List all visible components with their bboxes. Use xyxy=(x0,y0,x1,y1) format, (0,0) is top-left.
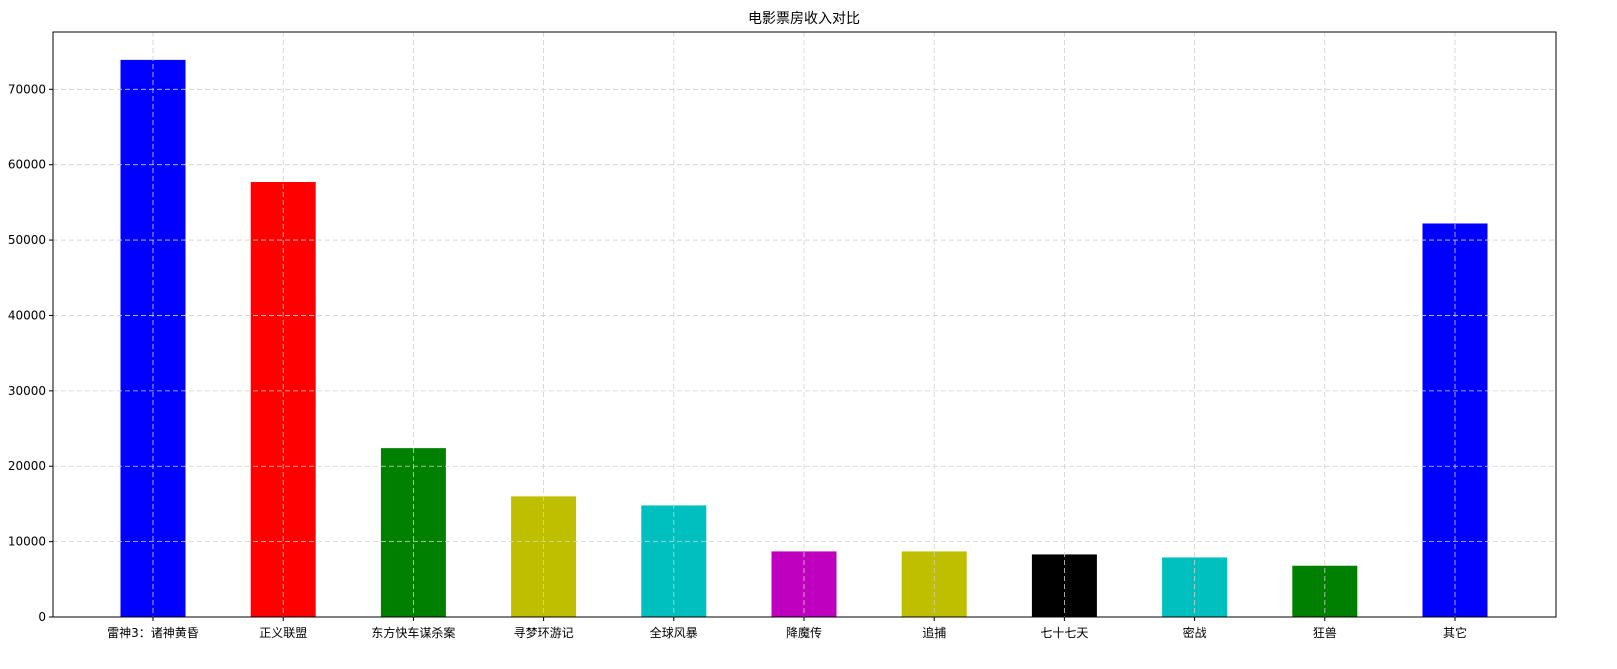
x-tick-label: 追捕 xyxy=(922,625,946,640)
bar xyxy=(250,182,316,617)
y-tick-label: 20000 xyxy=(8,459,46,473)
x-tick-label: 七十七天 xyxy=(1040,626,1088,640)
y-tick-label: 50000 xyxy=(8,233,46,247)
y-tick-label: 30000 xyxy=(8,384,46,398)
x-tick-label: 其它 xyxy=(1443,625,1467,640)
y-axis: 0 10000 20000 30000 40000 50000 60000 70000 xyxy=(8,82,53,624)
y-tick-label: 60000 xyxy=(8,158,46,172)
x-axis: 雷神3：诸神黄昏 正义联盟 东方快车谋杀案 寻梦环游记 全球风暴 降魔传 追捕 七十七天 密战 狂… xyxy=(107,617,1467,640)
chart-title: 电影票房收入对比 xyxy=(748,11,860,27)
y-tick-label: 70000 xyxy=(8,82,46,96)
x-tick-label: 全球风暴 xyxy=(650,625,698,640)
x-tick-label: 狂兽 xyxy=(1313,626,1337,640)
x-tick-label: 降魔传 xyxy=(786,625,822,640)
y-tick-label: 10000 xyxy=(8,535,46,549)
grid-lines xyxy=(53,32,1556,617)
x-tick-label: 雷神3：诸神黄昏 xyxy=(107,626,199,640)
x-tick-label: 正义联盟 xyxy=(259,626,307,640)
y-tick-label: 40000 xyxy=(8,308,46,322)
x-tick-label: 寻梦环游记 xyxy=(514,626,574,640)
x-tick-label: 密战 xyxy=(1183,625,1207,640)
y-tick-label: 0 xyxy=(38,610,46,624)
x-tick-label: 东方快车谋杀案 xyxy=(371,625,455,640)
